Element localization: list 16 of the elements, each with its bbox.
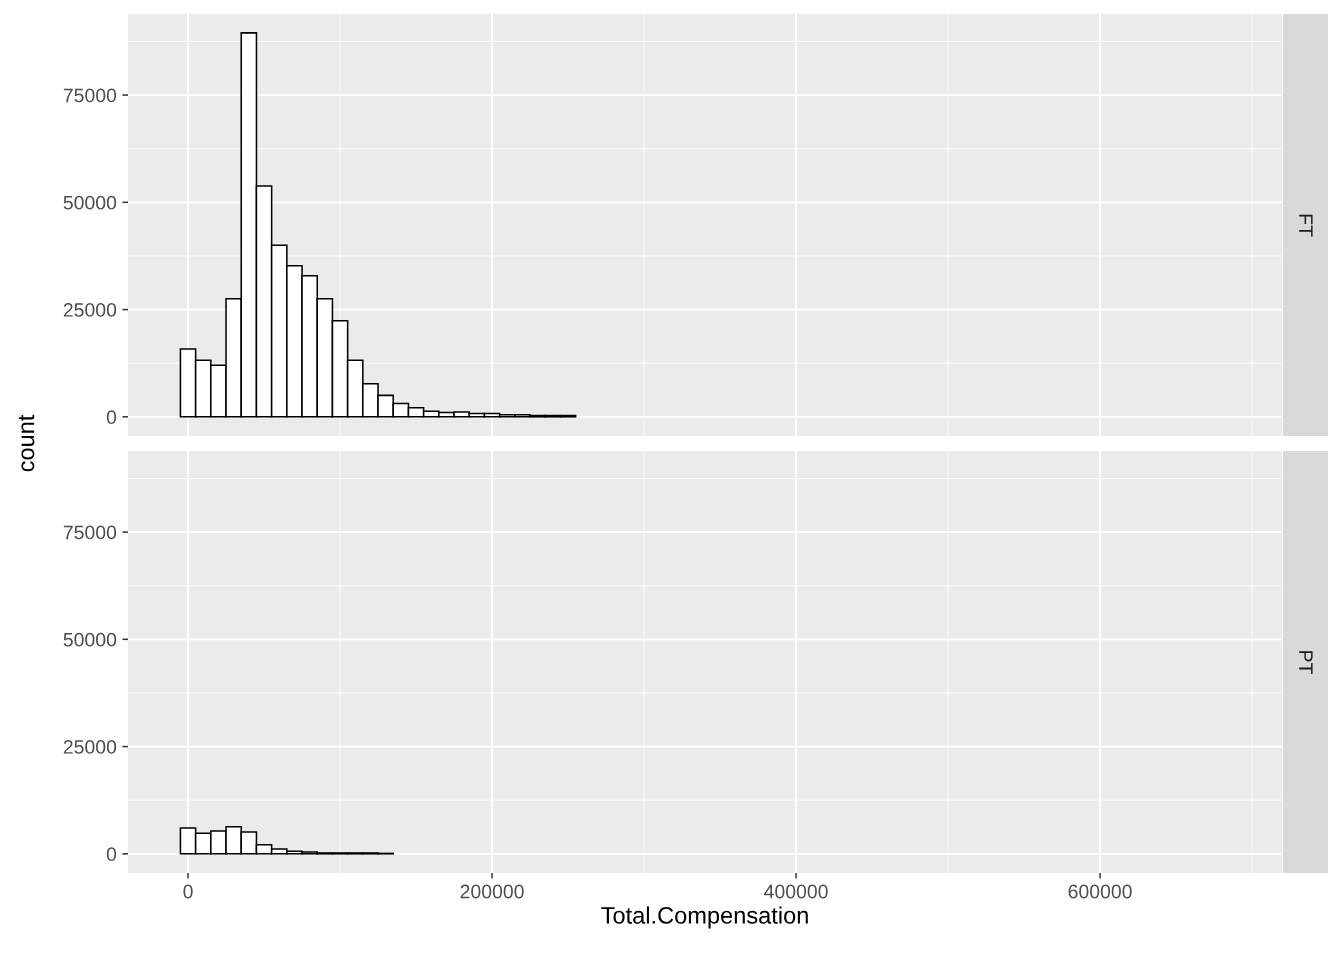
y-axis-title: count — [18, 414, 35, 472]
y-tick-label: 25000 — [63, 303, 117, 317]
text: PT — [1299, 651, 1313, 674]
y-tick-label: 75000 — [63, 88, 117, 103]
x-tick-label: 400000 — [764, 884, 828, 899]
y-tick-label: 25000 — [63, 740, 117, 754]
y-tick-label: 0 — [106, 847, 117, 862]
x-tick-label: 200000 — [460, 884, 524, 899]
y-tick-label: 50000 — [63, 632, 117, 647]
y-tick-label: 75000 — [63, 525, 117, 540]
x-tick-label: 0 — [183, 884, 193, 899]
x-tick-label: 600000 — [1068, 884, 1132, 899]
y-tick-label: 0 — [106, 410, 117, 425]
x-axis-title: Total.Compensation — [601, 906, 808, 929]
y-tick-label: 50000 — [63, 195, 117, 210]
text: FT — [1299, 214, 1313, 237]
